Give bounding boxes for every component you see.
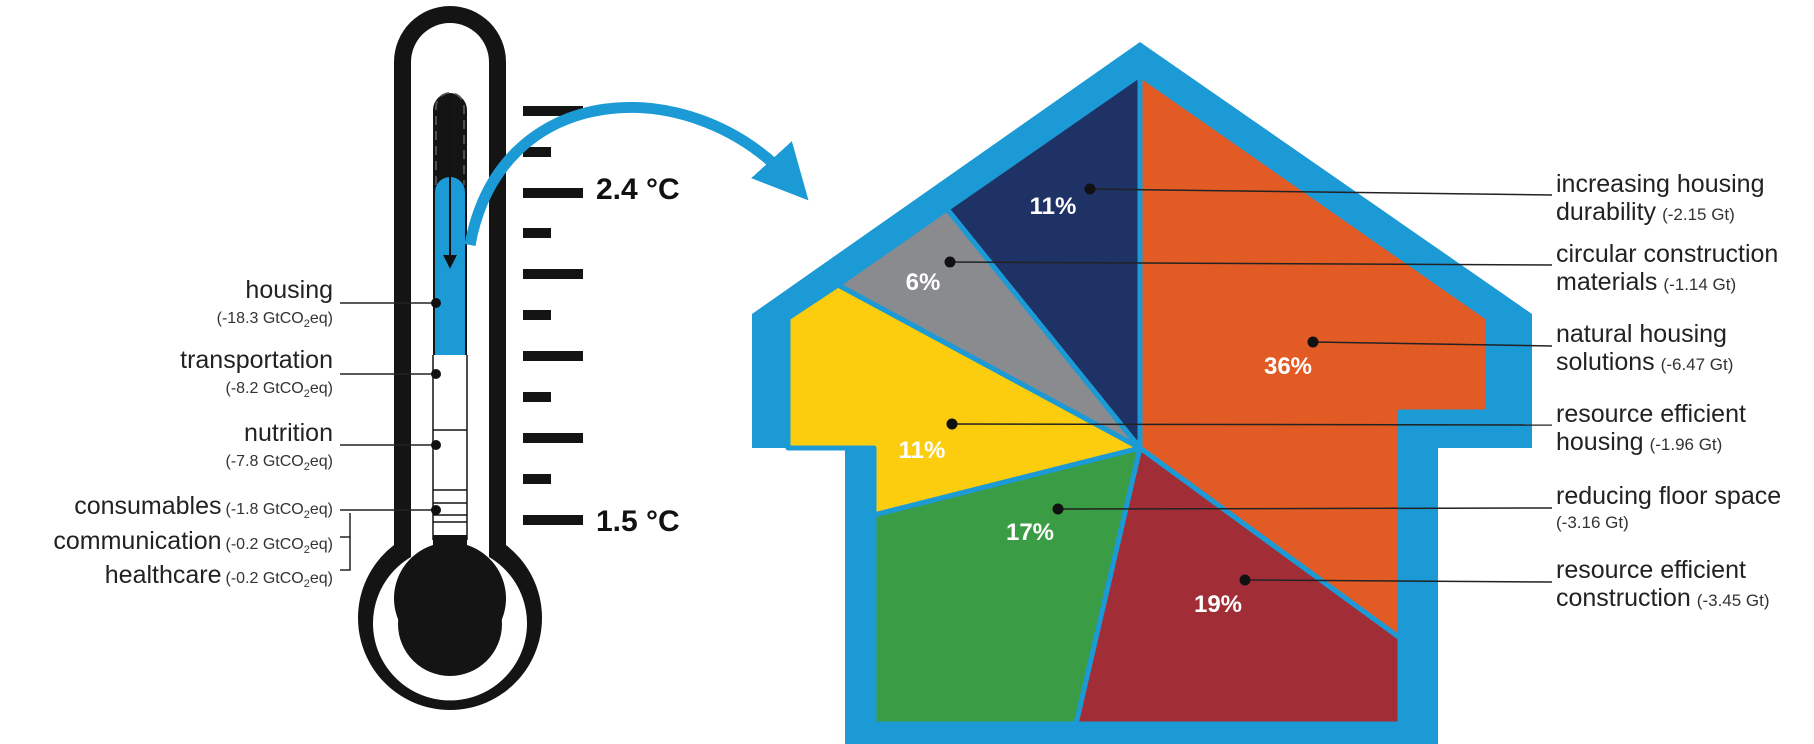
percent-label: 11%: [1030, 193, 1077, 220]
category-labels: housing (-18.3 GtCO2eq) transportation (…: [53, 276, 333, 590]
temperature-scale: [523, 106, 583, 525]
category-row: consumables (-1.8 GtCO2eq): [74, 492, 333, 521]
thermometer-bulb: [398, 572, 502, 676]
segment-dots: [944, 183, 1319, 586]
segment-value: (-3.16 Gt): [1556, 513, 1629, 532]
segment-label: housing (-1.96 Gt): [1556, 428, 1722, 456]
segment-efficient-construction: [1073, 445, 1403, 727]
category-leaders: [340, 302, 436, 571]
category-dots: [431, 298, 441, 515]
temperature-low-label: 1.5 °C: [596, 505, 680, 538]
percent-label: 17%: [1006, 519, 1054, 546]
category-row: communication (-0.2 GtCO2eq): [53, 527, 333, 556]
percent-label: 11%: [899, 437, 946, 464]
curved-arrow: [464, 101, 809, 246]
segment-label: reducing floor space: [1556, 482, 1781, 510]
segment-label: solutions (-6.47 Gt): [1556, 348, 1733, 376]
category-value: (-18.3 GtCO2eq): [217, 310, 333, 330]
segment-label: natural housing: [1556, 320, 1727, 348]
segment-label: durability (-2.15 Gt): [1556, 198, 1735, 226]
category-value: (-8.2 GtCO2eq): [226, 380, 333, 400]
percent-label: 19%: [1194, 591, 1242, 618]
segment-label: resource efficient: [1556, 400, 1746, 428]
previous-level-outline: [435, 92, 465, 185]
house-segments: [785, 72, 1491, 727]
percent-label: 36%: [1264, 353, 1312, 380]
category-name: transportation: [180, 346, 333, 374]
percent-label: 6%: [906, 269, 941, 296]
temperature-high-label: 2.4 °C: [596, 173, 680, 206]
category-row: healthcare (-0.2 GtCO2eq): [105, 561, 333, 590]
category-name: housing: [245, 276, 333, 304]
segment-dividers: [433, 429, 467, 523]
segment-label: construction (-3.45 Gt): [1556, 584, 1770, 612]
thermometer: [358, 6, 542, 710]
category-value: (-7.8 GtCO2eq): [226, 453, 333, 473]
segment-label: increasing housing: [1556, 170, 1764, 198]
segment-labels: increasing housing durability (-2.15 Gt) …: [1556, 170, 1781, 612]
segment-percentages: 11% 6% 36% 11% 17% 19%: [899, 193, 1312, 618]
segment-leaders: [949, 188, 1553, 583]
segment-label: materials (-1.14 Gt): [1556, 268, 1736, 296]
segment-label: circular construction: [1556, 240, 1778, 268]
house: [752, 42, 1532, 744]
category-name: nutrition: [244, 419, 333, 447]
segment-label: resource efficient: [1556, 556, 1746, 584]
